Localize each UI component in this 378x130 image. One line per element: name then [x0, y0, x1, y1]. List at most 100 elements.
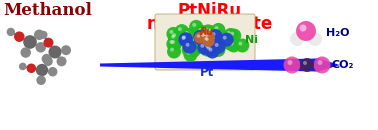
Circle shape: [211, 43, 225, 57]
Circle shape: [184, 46, 189, 50]
Circle shape: [171, 40, 175, 44]
Text: Pt: Pt: [200, 66, 214, 79]
Circle shape: [203, 40, 217, 54]
Circle shape: [169, 30, 183, 44]
Circle shape: [188, 42, 192, 46]
Circle shape: [227, 31, 231, 35]
Circle shape: [214, 26, 218, 30]
Circle shape: [203, 46, 207, 50]
Circle shape: [40, 31, 48, 39]
Circle shape: [191, 38, 195, 42]
Circle shape: [215, 32, 229, 47]
Text: Ru: Ru: [200, 27, 214, 37]
Circle shape: [227, 29, 241, 43]
Circle shape: [204, 27, 208, 31]
Circle shape: [208, 38, 222, 52]
Circle shape: [193, 30, 207, 44]
Circle shape: [230, 32, 234, 36]
Circle shape: [198, 28, 202, 32]
Circle shape: [196, 29, 210, 43]
Circle shape: [223, 36, 227, 40]
Circle shape: [208, 35, 212, 39]
Circle shape: [200, 30, 212, 42]
Circle shape: [191, 32, 204, 46]
Circle shape: [194, 36, 198, 40]
Circle shape: [183, 38, 197, 52]
Circle shape: [187, 51, 191, 55]
Circle shape: [167, 45, 181, 58]
Circle shape: [201, 24, 215, 38]
Circle shape: [313, 57, 330, 73]
Circle shape: [197, 34, 201, 38]
Circle shape: [182, 28, 196, 42]
Circle shape: [169, 30, 174, 34]
Circle shape: [204, 31, 218, 45]
Circle shape: [209, 29, 223, 43]
Circle shape: [196, 33, 200, 37]
Circle shape: [206, 43, 210, 47]
Circle shape: [179, 31, 193, 45]
Circle shape: [203, 33, 206, 36]
Circle shape: [190, 45, 194, 49]
Text: Ni: Ni: [245, 35, 258, 45]
Circle shape: [209, 48, 212, 52]
Circle shape: [187, 42, 201, 56]
Circle shape: [185, 39, 199, 53]
Circle shape: [61, 45, 71, 55]
Circle shape: [186, 43, 189, 47]
Circle shape: [168, 32, 182, 46]
Circle shape: [57, 56, 67, 66]
Circle shape: [318, 60, 322, 65]
Circle shape: [203, 31, 215, 43]
Circle shape: [181, 36, 185, 40]
Text: Methanol: Methanol: [3, 2, 93, 19]
Circle shape: [171, 35, 175, 39]
Circle shape: [48, 67, 57, 76]
Circle shape: [303, 61, 307, 65]
Circle shape: [199, 32, 203, 36]
Circle shape: [284, 57, 301, 73]
Circle shape: [36, 76, 46, 85]
Polygon shape: [100, 58, 340, 72]
Circle shape: [296, 21, 316, 41]
Circle shape: [187, 43, 201, 57]
Circle shape: [202, 41, 216, 55]
Circle shape: [308, 32, 322, 46]
Circle shape: [223, 36, 237, 50]
Circle shape: [227, 38, 241, 53]
Circle shape: [212, 32, 215, 36]
Circle shape: [7, 28, 15, 36]
Circle shape: [178, 27, 182, 31]
Circle shape: [300, 58, 314, 72]
Circle shape: [168, 37, 182, 51]
Circle shape: [211, 41, 215, 45]
Circle shape: [288, 60, 293, 65]
Circle shape: [198, 31, 211, 43]
Circle shape: [215, 43, 218, 47]
Circle shape: [205, 34, 209, 37]
Circle shape: [230, 42, 234, 46]
Circle shape: [195, 25, 209, 39]
Circle shape: [214, 46, 218, 50]
Circle shape: [204, 37, 208, 40]
Circle shape: [34, 30, 45, 40]
Circle shape: [204, 40, 208, 44]
Circle shape: [181, 43, 195, 57]
Text: PtNiRu: PtNiRu: [178, 2, 242, 20]
Circle shape: [166, 27, 180, 41]
Circle shape: [179, 32, 193, 46]
Circle shape: [42, 54, 52, 64]
Circle shape: [172, 33, 176, 37]
Circle shape: [226, 40, 230, 43]
Circle shape: [203, 26, 217, 40]
Circle shape: [204, 25, 218, 39]
Circle shape: [208, 28, 212, 32]
Circle shape: [205, 38, 209, 41]
Circle shape: [188, 35, 202, 49]
Circle shape: [189, 20, 203, 34]
Circle shape: [43, 38, 53, 48]
Circle shape: [200, 43, 214, 57]
FancyBboxPatch shape: [155, 14, 255, 70]
Circle shape: [205, 32, 219, 46]
Circle shape: [205, 44, 209, 48]
